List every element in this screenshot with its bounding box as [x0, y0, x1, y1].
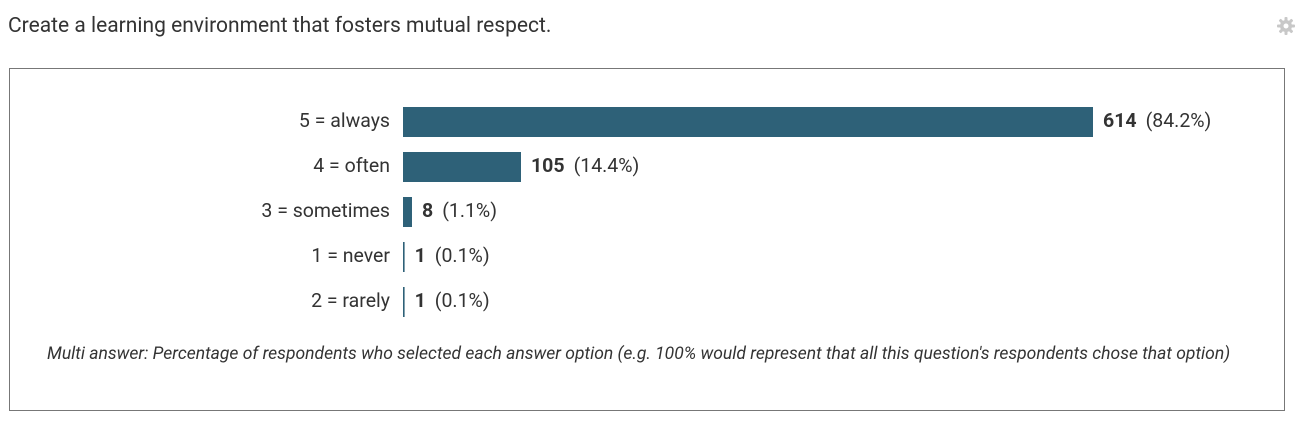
percent-label: (14.4%) [574, 154, 640, 177]
category-label: 3 = sometimes [261, 199, 390, 222]
count-label: 1 [415, 244, 426, 267]
question-title: Create a learning environment that foste… [8, 14, 552, 38]
category-label: 2 = rarely [311, 289, 390, 312]
bar [403, 197, 412, 227]
category-label: 5 = always [299, 109, 390, 132]
percent-label: (0.1%) [435, 244, 490, 267]
bar [403, 152, 521, 182]
bar [403, 107, 1093, 137]
chart-box: 5 = always 614 (84.2%) 4 = often 105 (14.4%) 3… [9, 68, 1285, 411]
chart: 5 = always 614 (84.2%) 4 = often 105 (14.4%) 3… [261, 107, 1212, 317]
category-label: 4 = often [313, 154, 390, 177]
category-label: 1 = never [311, 244, 390, 267]
bar [403, 287, 405, 317]
percent-label: (1.1%) [442, 199, 497, 222]
count-label: 614 [1103, 109, 1137, 132]
count-label: 8 [422, 199, 433, 222]
footnote: Multi answer: Percentage of respondents … [47, 344, 1231, 364]
percent-label: (84.2%) [1146, 109, 1212, 132]
percent-label: (0.1%) [435, 289, 490, 312]
count-label: 105 [531, 154, 565, 177]
bar [403, 242, 405, 272]
settings-icon[interactable] [1276, 16, 1296, 36]
count-label: 1 [415, 289, 426, 312]
